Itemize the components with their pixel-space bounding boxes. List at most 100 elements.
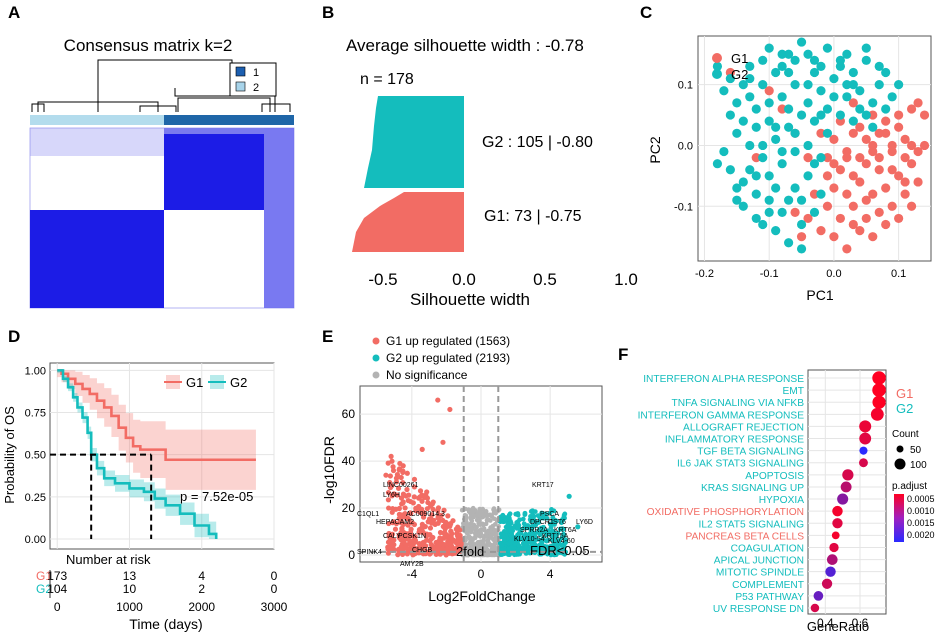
pca-point-g2: [796, 244, 807, 254]
pca-point-g2: [796, 195, 807, 205]
volcano-point-ns: [464, 550, 470, 555]
consensus-title: Consensus matrix k=2: [64, 36, 233, 55]
silhouette-title: Average silhouette width : -0.78: [346, 36, 584, 55]
panel-e-volcano: G1 up regulated (1563) G2 up regulated (…: [321, 334, 603, 604]
volcano-point-g1: [400, 479, 406, 486]
km-xtick: 2000: [188, 600, 215, 614]
count-legend-100: 100: [910, 460, 927, 471]
volcano-point-g1: [413, 508, 419, 514]
pca-point-g2: [861, 55, 871, 65]
pca-point-g2: [784, 49, 794, 59]
pca-point-g1: [848, 201, 858, 211]
pca-point-g1: [803, 213, 813, 224]
volcano-point-g1: [444, 523, 451, 530]
enrich-dot: [859, 432, 872, 445]
volcano-point-g1: [399, 501, 405, 507]
km-ytick: 0.50: [25, 450, 46, 462]
pca-point-g2: [764, 43, 774, 53]
volcano-point-g2: [499, 514, 505, 519]
pca-point-g1: [868, 110, 878, 120]
pca-point-g2: [738, 201, 748, 211]
volcano-point-g1: [432, 521, 438, 527]
pca-point-g1: [874, 207, 884, 217]
volcano-point-g1: [430, 543, 436, 550]
padj-tick-1: 0.0005: [907, 494, 935, 504]
volcano-point-g1: [441, 507, 447, 513]
volcano-xtick: -4: [407, 567, 418, 581]
pca-point-g2: [751, 189, 761, 199]
silhouette-g2-label: G2 : 105 | -0.80: [482, 134, 593, 151]
volcano-fdr-label: FDR<0.05: [530, 543, 590, 558]
km-legend-g2: G2: [230, 375, 247, 390]
pca-point-g1: [900, 177, 910, 187]
volcano-point-g2: [501, 519, 507, 525]
volcano-point-g1: [410, 500, 416, 506]
panel-d-survival: 0.000.250.500.751.00 G1 G2 p = 7.52e-05 …: [2, 362, 288, 632]
volcano-point-g1: [398, 530, 404, 536]
enrich-term-label: KRAS SIGNALING UP: [701, 483, 804, 494]
enrich-term-label: IL6 JAK STAT3 SIGNALING: [677, 459, 804, 470]
pca-point-g1: [868, 189, 878, 199]
padj-tick-3: 0.0015: [907, 518, 935, 528]
panel-c-pca: -0.2 -0.1 0.0 0.1 -0.1 0.0 0.1 G1 G2 PC1 PC2: [647, 35, 932, 303]
pca-point-g2: [719, 86, 729, 96]
pca-point-g1: [848, 171, 858, 181]
count-legend-50: 50: [910, 445, 922, 456]
km-band-g1: [57, 370, 256, 492]
pca-point-g2: [842, 49, 852, 59]
panel-label-c: C: [640, 3, 652, 22]
enrich-dots: [810, 371, 886, 613]
volcano-point-g1: [396, 535, 402, 541]
pca-point-g1: [881, 219, 891, 230]
volcano-point-g1: [387, 473, 393, 479]
volcano-ytick: 0: [348, 548, 355, 562]
padj-tick-4: 0.0020: [907, 530, 935, 540]
pca-point-g2: [790, 80, 800, 90]
volcano-legend-g1-dot: [372, 337, 380, 345]
panel-label-d: D: [8, 327, 20, 346]
volcano-point-ns: [470, 536, 476, 541]
pca-xtick: -0.1: [760, 268, 779, 280]
pca-point-g1: [913, 98, 923, 108]
volcano-point-g2: [510, 525, 516, 531]
volcano-point-g1: [404, 516, 410, 522]
pca-point-g1: [855, 177, 865, 187]
volcano-point-g2: [531, 523, 537, 529]
matrix-band-top: [30, 128, 164, 156]
silhouette-g1-area: [352, 192, 464, 252]
volcano-point-g1: [443, 519, 449, 525]
pca-point-g1: [900, 189, 910, 199]
volcano-point-g1: [411, 537, 417, 544]
volcano-point-g1: [440, 439, 446, 445]
volcano-gene-g1: SPINK4: [357, 549, 382, 556]
volcano-point-g2: [516, 537, 522, 543]
risk-value-g2: 10: [123, 582, 137, 596]
volcano-point-g2: [538, 537, 544, 543]
enrich-dot: [870, 407, 884, 421]
count-legend-dot-100: [894, 458, 906, 470]
pca-point-g1: [861, 134, 871, 144]
volcano-gene-g1: CHGB: [412, 547, 433, 554]
enrich-term-label: OXIDATIVE PHOSPHORYLATION: [647, 507, 804, 518]
volcano-gene-g1: LY6H: [383, 492, 400, 499]
enrich-dot: [859, 420, 872, 433]
volcano-point-g1: [458, 544, 464, 551]
volcano-point-ns: [491, 510, 497, 515]
pca-point-g1: [894, 110, 904, 120]
pca-point-g2: [790, 146, 800, 157]
pca-point-g2: [784, 122, 794, 132]
volcano-point-g1: [445, 546, 451, 552]
matrix-block-upper-right: [164, 128, 264, 210]
enrich-dot: [831, 531, 840, 540]
pca-point-g1: [894, 171, 904, 181]
volcano-point-g1: [444, 532, 450, 538]
volcano-point-g1: [399, 519, 405, 525]
risk-value-g2: 2: [198, 582, 205, 596]
pca-point-g2: [816, 61, 826, 72]
pca-point-g1: [809, 189, 820, 199]
pca-point-g2: [809, 55, 820, 65]
volcano-point-g2: [541, 515, 547, 521]
pca-point-g1: [848, 98, 858, 108]
